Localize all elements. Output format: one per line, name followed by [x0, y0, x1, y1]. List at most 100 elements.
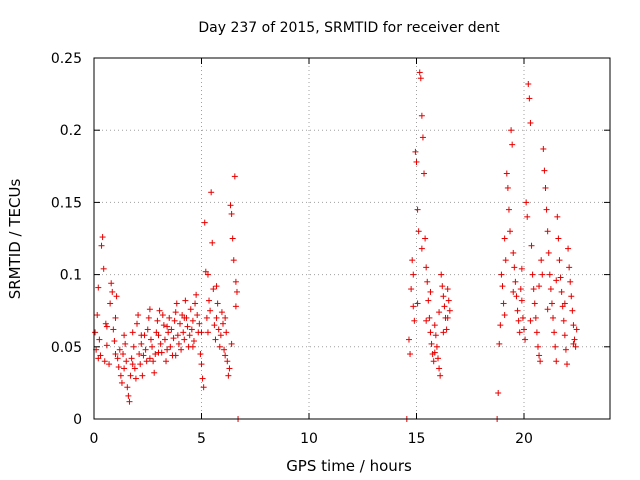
data-point [440, 293, 447, 300]
data-point [496, 340, 503, 347]
data-point [532, 314, 539, 321]
data-point [99, 234, 106, 241]
data-points [92, 69, 580, 422]
data-point [137, 361, 144, 368]
data-point [117, 372, 124, 379]
data-point [536, 352, 543, 359]
data-point [180, 329, 187, 336]
data-point [123, 358, 130, 365]
data-point [199, 375, 206, 382]
y-tick-label: 0 [73, 412, 82, 428]
data-point [407, 351, 414, 358]
data-point [230, 257, 237, 264]
data-point [164, 346, 171, 353]
data-point [446, 307, 453, 314]
data-point [218, 309, 225, 316]
y-tick-label: 0.2 [60, 123, 82, 139]
data-point [525, 80, 532, 87]
data-point [431, 349, 438, 356]
data-point [204, 329, 211, 336]
data-point [100, 265, 107, 272]
data-point [408, 286, 415, 293]
data-point [116, 346, 123, 353]
data-point [95, 284, 102, 291]
data-point [155, 332, 162, 339]
data-point [217, 332, 224, 339]
data-point [555, 235, 562, 242]
data-point [197, 351, 204, 358]
data-point [513, 293, 520, 300]
data-point [107, 300, 114, 307]
data-point [436, 365, 443, 372]
data-point [128, 355, 135, 362]
data-point [204, 271, 211, 278]
data-point [541, 167, 548, 174]
data-point [166, 314, 173, 321]
data-point [427, 288, 434, 295]
data-point [213, 283, 220, 290]
data-point [418, 112, 425, 119]
data-point [198, 361, 205, 368]
data-point [553, 358, 560, 365]
data-point [115, 364, 122, 371]
x-tick-label: 5 [197, 431, 206, 447]
data-point [414, 300, 421, 307]
data-point [103, 342, 110, 349]
data-point [210, 286, 217, 293]
data-point [425, 297, 432, 304]
data-point [177, 320, 183, 327]
data-point [421, 170, 428, 177]
data-point [143, 358, 150, 365]
data-point [135, 312, 142, 319]
data-point [570, 340, 577, 347]
data-point [156, 307, 163, 314]
data-point [132, 375, 139, 382]
data-point [573, 326, 580, 333]
data-point [175, 340, 182, 347]
data-point [149, 343, 156, 350]
data-point [445, 297, 452, 304]
data-point [538, 257, 545, 264]
data-point [543, 206, 550, 213]
data-point [110, 326, 117, 333]
data-point [200, 384, 207, 391]
data-point [189, 317, 196, 324]
data-point [188, 326, 195, 333]
axis-ticks: 0 5 10 15 20 0 0.05 0.1 0.15 0.2 0.25 [51, 51, 610, 447]
data-point [126, 398, 133, 405]
data-point [417, 75, 424, 82]
chart-title: Day 237 of 2015, SRMTID for receiver den… [198, 20, 500, 36]
data-point [122, 340, 129, 347]
data-point [542, 184, 549, 191]
data-point [216, 343, 223, 350]
data-point [113, 293, 120, 300]
data-point [554, 213, 561, 220]
data-point [498, 271, 505, 278]
data-point [111, 338, 118, 345]
y-axis-label: SRMTID / TECUs [6, 179, 24, 300]
data-point [561, 300, 568, 307]
data-point [92, 329, 99, 336]
x-tick-label: 15 [408, 431, 426, 447]
data-point [501, 312, 508, 319]
data-point [546, 271, 553, 278]
y-tick-label: 0.05 [51, 340, 82, 356]
data-point [213, 314, 220, 321]
data-point [211, 322, 218, 329]
data-point [565, 245, 572, 252]
data-point [130, 343, 137, 350]
data-point [150, 358, 157, 365]
data-point [567, 278, 574, 285]
y-tick-label: 0.1 [60, 268, 82, 284]
data-point [411, 317, 418, 324]
data-point [226, 365, 233, 372]
y-tick-label: 0.25 [51, 51, 82, 67]
data-point [426, 314, 433, 321]
data-point [495, 390, 502, 397]
data-point [167, 343, 174, 350]
data-point [209, 239, 216, 246]
data-point [127, 372, 134, 379]
data-point [102, 320, 109, 327]
data-point [159, 312, 166, 319]
data-point [121, 332, 128, 339]
